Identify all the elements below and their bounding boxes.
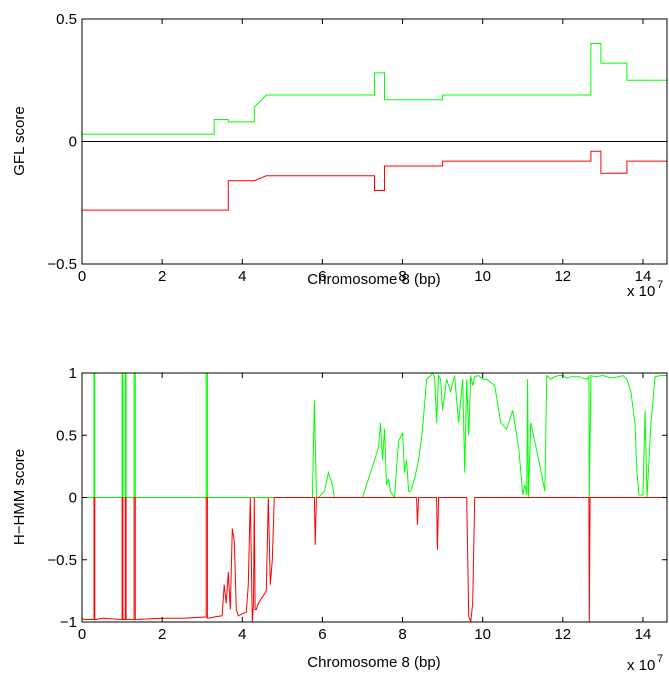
gfl-x-tick-label: 8 [398,268,406,285]
hhmm-x-tick-label: 0 [78,626,86,643]
hhmm-x-tick-label: 6 [318,626,326,643]
gfl-series-group [82,43,667,211]
gfl-y-axis: −0.5 0 0.5 [47,11,667,273]
hhmm-series-group [82,373,667,622]
gfl-x-tick-label: 0 [78,268,86,285]
hhmm-series-line-green [82,373,667,500]
gfl-y-tick-label: 0 [69,134,77,151]
hhmm-x-multiplier: x 10 7 [627,653,663,674]
gfl-score-chart: 0 2 4 6 8 10 12 14 −0.500.5 Chromosome 8 (bp) G… [11,11,668,300]
gfl-series-line-green [82,43,667,135]
gfl-x-tick-label: 14 [635,268,652,285]
hhmm-score-chart: 0 2 4 6 8 10 12 14 −1 −0.5 0 0.5 1 Chromosome 8 (bp… [11,365,668,674]
gfl-x-tick-label: 6 [318,268,326,285]
hhmm-x-tick-label: 8 [398,626,406,643]
hhmm-x-axis-label: Chromosome 8 (bp) [307,654,440,671]
hhmm-x-multiplier-base: x 10 [627,657,655,674]
hhmm-x-multiplier-exponent: 7 [657,653,663,665]
hhmm-y-axis-label: H−HMM score [11,449,28,545]
gfl-x-axis-label: Chromosome 8 (bp) [307,271,440,288]
hhmm-y-tick-label: −0.5 [47,552,77,569]
hhmm-x-tick-label: 12 [554,626,571,643]
hhmm-y-tick-label: 0.5 [56,427,77,444]
hhmm-x-axis: 0 2 4 6 8 10 12 14 [78,373,651,643]
gfl-y-tick-label: −0.5 [47,256,77,273]
gfl-x-tick-label: 10 [474,268,491,285]
gfl-y-axis-label: GFL score [11,106,28,175]
hhmm-x-tick-label: 14 [635,626,652,643]
hhmm-y-tick-label: 1 [69,365,77,382]
hhmm-x-tick-label: 10 [474,626,491,643]
gfl-x-tick-label: 12 [554,268,571,285]
hhmm-x-tick-label: 4 [238,626,246,643]
hhmm-y-tick-label: 0 [69,490,77,507]
gfl-x-multiplier: x 10 7 [627,279,663,300]
gfl-x-tick-label: 4 [238,268,246,285]
hhmm-y-axis: −1 −0.5 0 0.5 1 [47,365,667,631]
hhmm-x-tick-label: 2 [158,626,166,643]
gfl-x-multiplier-base: x 10 [627,283,655,300]
gfl-x-multiplier-exponent: 7 [657,279,663,291]
gfl-x-tick-label: 2 [158,268,166,285]
gfl-series-line-red [82,150,667,211]
gfl-x-axis: 0 2 4 6 8 10 12 14 [78,19,651,285]
hhmm-series-line-red [82,497,667,622]
hhmm-y-tick-label: −1 [60,614,77,631]
gfl-y-tick-label: 0.5 [56,11,77,28]
